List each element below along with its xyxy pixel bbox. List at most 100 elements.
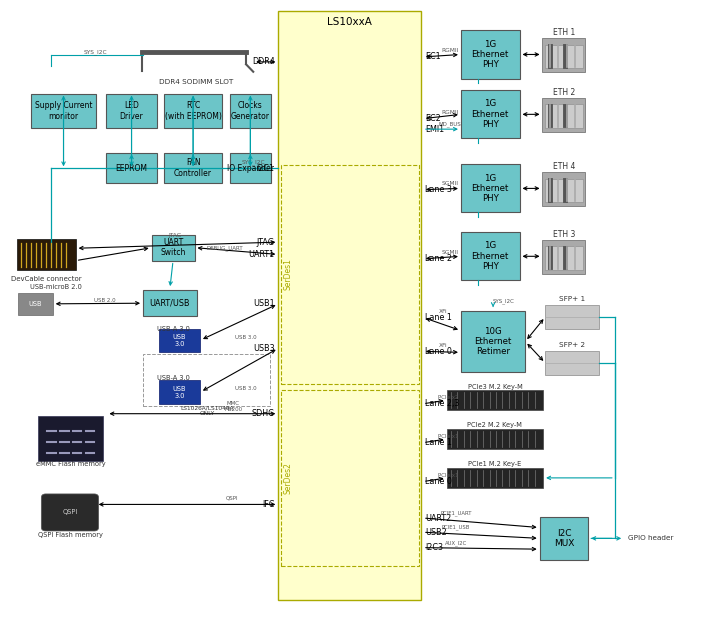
Text: SYS_I2C: SYS_I2C [493,298,515,304]
Text: SDHC: SDHC [252,409,275,419]
FancyBboxPatch shape [31,94,96,128]
FancyBboxPatch shape [545,305,599,329]
FancyBboxPatch shape [542,172,585,206]
Text: SFP+ 1: SFP+ 1 [559,296,585,302]
Text: XFi: XFi [438,343,447,348]
FancyBboxPatch shape [545,179,582,202]
Text: I2C1: I2C1 [257,164,275,172]
Text: SGMII: SGMII [441,181,459,186]
Text: SerDes1: SerDes1 [284,259,293,290]
FancyBboxPatch shape [542,240,585,273]
Text: PCIe x1: PCIe x1 [438,434,459,439]
Text: ETH 2: ETH 2 [553,87,575,97]
FancyBboxPatch shape [446,429,543,449]
FancyBboxPatch shape [461,91,520,138]
Text: USB2: USB2 [425,528,447,537]
FancyBboxPatch shape [163,153,222,184]
Text: USB
3.0: USB 3.0 [173,386,186,399]
Text: USB-A 3.0: USB-A 3.0 [156,375,189,381]
FancyBboxPatch shape [107,94,156,128]
Text: JTAG: JTAG [168,234,181,239]
Text: JTAG: JTAG [257,237,275,247]
FancyBboxPatch shape [230,153,271,184]
Text: SGMII: SGMII [441,250,459,255]
Text: ETH 1: ETH 1 [553,28,575,37]
FancyBboxPatch shape [446,468,543,488]
Text: RGMII: RGMII [441,110,459,115]
FancyBboxPatch shape [539,516,588,560]
Text: USB
3.0: USB 3.0 [173,334,186,347]
Text: DevCable connector: DevCable connector [11,275,81,281]
FancyBboxPatch shape [230,94,271,128]
Text: Lane 1: Lane 1 [425,313,452,322]
Text: DDR4: DDR4 [252,58,275,66]
FancyBboxPatch shape [542,38,585,72]
Text: USB1: USB1 [253,299,275,308]
Text: IFC: IFC [262,500,275,509]
Text: USB: USB [29,301,42,307]
Text: SerDes2: SerDes2 [284,463,293,494]
Text: UART2: UART2 [425,513,451,523]
Text: USB 2.0: USB 2.0 [94,298,115,303]
Text: Lane 2: Lane 2 [425,254,452,264]
Text: DEBUG_UART: DEBUG_UART [207,246,243,251]
Text: 10G
Ethernet
Retimer: 10G Ethernet Retimer [474,327,512,356]
Text: Lane 0: Lane 0 [425,477,452,486]
Text: LS10xxA: LS10xxA [328,17,372,27]
Text: USB-A 3.0: USB-A 3.0 [156,326,189,332]
Text: SFP+ 2: SFP+ 2 [559,342,585,348]
Text: EEPROM: EEPROM [115,164,148,172]
FancyBboxPatch shape [545,246,582,270]
Text: I2C
MUX: I2C MUX [554,529,574,548]
FancyBboxPatch shape [279,11,421,600]
Text: I2C3: I2C3 [425,543,443,552]
Text: Lane 3: Lane 3 [425,185,452,194]
Text: SYS_I2C: SYS_I2C [241,159,265,165]
Text: RGMII: RGMII [441,48,459,53]
Text: USB-microB 2.0: USB-microB 2.0 [30,283,82,290]
FancyBboxPatch shape [17,239,76,270]
FancyBboxPatch shape [158,380,200,404]
Text: IO Expander: IO Expander [227,164,274,172]
FancyBboxPatch shape [461,164,520,213]
Text: UART/USB: UART/USB [150,299,190,308]
Text: UART
Switch: UART Switch [161,238,186,257]
Text: USB 3.0: USB 3.0 [235,335,257,340]
Text: ETH 3: ETH 3 [553,229,575,239]
Text: Clocks
Generator: Clocks Generator [231,101,270,121]
Text: PCIe1 M.2 Key-E: PCIe1 M.2 Key-E [468,461,521,467]
Text: MD_BUS: MD_BUS [438,122,462,127]
Text: Lane 1: Lane 1 [425,438,452,447]
FancyBboxPatch shape [41,494,99,531]
FancyBboxPatch shape [545,352,599,375]
Text: PCIE1_UART: PCIE1_UART [440,510,472,516]
Text: 1G
Ethernet
PHY: 1G Ethernet PHY [472,40,509,69]
Text: EC1: EC1 [425,53,441,61]
Text: XFi: XFi [438,309,447,314]
FancyBboxPatch shape [152,235,194,260]
Text: RTC
(with EEPROM): RTC (with EEPROM) [165,101,222,121]
FancyBboxPatch shape [143,290,197,316]
Text: PCIe x2: PCIe x2 [438,395,459,400]
Text: QSPI: QSPI [63,510,78,515]
Text: USB 3.0: USB 3.0 [235,386,257,391]
Text: eMMC Flash memory: eMMC Flash memory [36,461,106,467]
FancyBboxPatch shape [542,98,585,131]
FancyBboxPatch shape [107,153,156,184]
Text: 1G
Ethernet
PHY: 1G Ethernet PHY [472,99,509,129]
Text: QSPI: QSPI [225,496,238,501]
Text: 1G
Ethernet
PHY: 1G Ethernet PHY [472,241,509,271]
FancyBboxPatch shape [158,329,200,352]
Text: FAN
Controller: FAN Controller [174,158,212,178]
FancyBboxPatch shape [545,45,582,68]
Text: PCIe2 M.2 Key-M: PCIe2 M.2 Key-M [467,422,522,428]
Text: LED
Driver: LED Driver [120,101,143,121]
Text: 1G
Ethernet
PHY: 1G Ethernet PHY [472,174,509,203]
Text: MMC
HS200: MMC HS200 [224,401,242,412]
FancyBboxPatch shape [461,311,526,372]
FancyBboxPatch shape [446,390,543,410]
Text: EMI1: EMI1 [425,125,444,134]
Text: PCIE1_USB: PCIE1_USB [441,525,470,530]
FancyBboxPatch shape [19,293,53,315]
Text: PCIe3 M.2 Key-M: PCIe3 M.2 Key-M [467,384,522,389]
